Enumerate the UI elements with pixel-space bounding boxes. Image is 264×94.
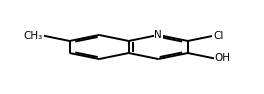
Text: OH: OH bbox=[214, 53, 230, 63]
Text: CH₃: CH₃ bbox=[24, 31, 43, 41]
Text: Cl: Cl bbox=[213, 31, 223, 41]
Text: N: N bbox=[154, 30, 162, 40]
